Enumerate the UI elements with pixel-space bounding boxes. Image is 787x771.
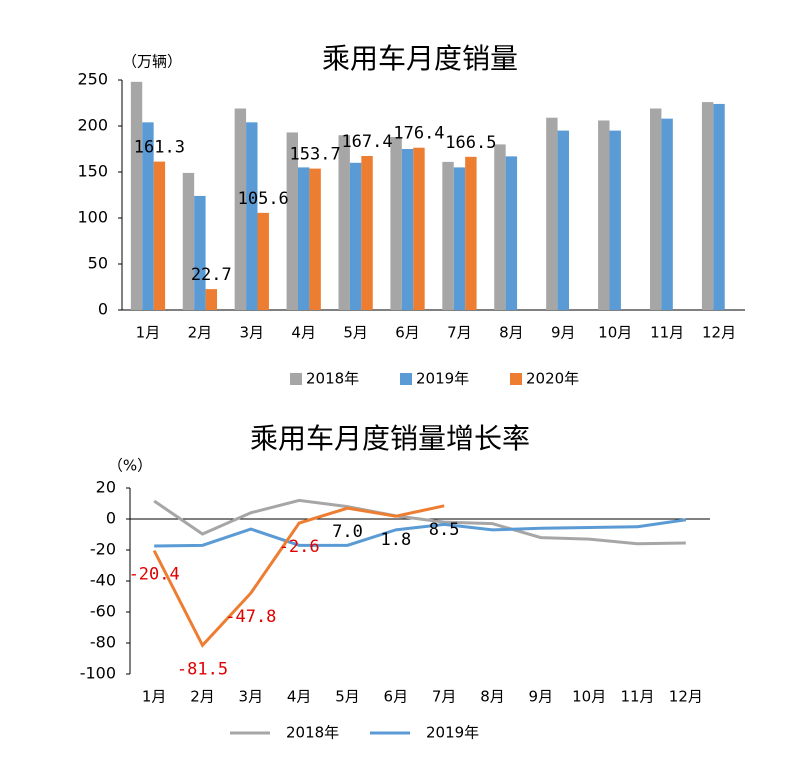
bar bbox=[205, 289, 218, 310]
x-tick-label: 6月 bbox=[384, 688, 409, 706]
chart-title: 乘用车月度销量增长率 bbox=[250, 422, 530, 455]
legend-swatch bbox=[510, 373, 522, 385]
data-label: -81.5 bbox=[177, 659, 228, 679]
legend-label: 2020年 bbox=[526, 370, 579, 388]
data-label: 105.6 bbox=[238, 189, 289, 209]
x-tick-label: 5月 bbox=[343, 324, 368, 342]
legend-label: 2018年 bbox=[286, 724, 339, 742]
data-label: 1.8 bbox=[380, 530, 411, 550]
bar bbox=[361, 155, 373, 310]
bar bbox=[661, 118, 673, 310]
y-tick-label: 20 bbox=[96, 478, 116, 497]
x-tick-label: 3月 bbox=[240, 324, 265, 342]
x-tick-label: 8月 bbox=[499, 324, 524, 342]
data-label: 7.0 bbox=[332, 522, 363, 542]
bar bbox=[453, 167, 466, 310]
bar bbox=[494, 144, 506, 310]
bar bbox=[130, 81, 143, 310]
bar bbox=[257, 212, 269, 310]
x-tick-label: 11月 bbox=[620, 688, 654, 706]
bar bbox=[701, 102, 714, 310]
y-tick-label: 150 bbox=[77, 162, 108, 181]
data-label: 166.5 bbox=[445, 133, 496, 153]
x-tick-label: 5月 bbox=[335, 688, 360, 706]
bar bbox=[297, 167, 310, 310]
bar bbox=[442, 161, 454, 310]
x-tick-label: 7月 bbox=[432, 688, 457, 706]
bar bbox=[286, 132, 298, 310]
data-label: 22.7 bbox=[191, 265, 232, 285]
legend-label: 2019年 bbox=[426, 724, 479, 742]
x-tick-label: 9月 bbox=[551, 324, 576, 342]
data-label: -47.8 bbox=[225, 607, 276, 627]
x-tick-label: 7月 bbox=[447, 324, 472, 342]
bar bbox=[546, 117, 558, 310]
y-axis-label: （万辆） bbox=[122, 53, 182, 71]
bar bbox=[557, 130, 570, 310]
x-tick-label: 2月 bbox=[190, 688, 215, 706]
line-series bbox=[152, 504, 445, 648]
bar bbox=[182, 172, 195, 310]
line-series bbox=[153, 498, 686, 546]
bar bbox=[349, 162, 362, 310]
bar bbox=[153, 161, 166, 310]
bar bbox=[234, 108, 247, 311]
data-label: 167.4 bbox=[341, 132, 392, 152]
bar bbox=[713, 103, 725, 310]
bar bbox=[649, 108, 662, 311]
x-tick-label: 6月 bbox=[395, 324, 420, 342]
y-tick-label: 0 bbox=[98, 300, 108, 319]
y-tick-label: -40 bbox=[90, 571, 116, 590]
x-tick-label: 11月 bbox=[650, 324, 684, 342]
y-tick-label: -60 bbox=[90, 602, 116, 621]
y-tick-label: 100 bbox=[77, 208, 108, 227]
bar bbox=[413, 147, 425, 310]
line-series bbox=[154, 518, 687, 548]
legend-swatch bbox=[400, 373, 412, 385]
bar bbox=[309, 168, 321, 310]
x-tick-label: 4月 bbox=[291, 324, 316, 342]
x-tick-label: 12月 bbox=[702, 324, 736, 342]
bar bbox=[338, 135, 350, 310]
x-tick-label: 1月 bbox=[142, 688, 167, 706]
x-tick-label: 2月 bbox=[188, 324, 213, 342]
bar bbox=[194, 195, 206, 310]
data-label: 153.7 bbox=[290, 145, 341, 165]
data-label: 161.3 bbox=[134, 138, 185, 158]
y-tick-label: -80 bbox=[90, 633, 116, 652]
bar bbox=[142, 122, 154, 310]
legend-label: 2019年 bbox=[416, 370, 469, 388]
legend-swatch bbox=[290, 373, 302, 385]
x-tick-label: 9月 bbox=[529, 688, 554, 706]
data-label: -2.6 bbox=[279, 537, 320, 557]
y-tick-label: 0 bbox=[106, 509, 116, 528]
x-tick-label: 3月 bbox=[239, 688, 264, 706]
bar bbox=[465, 156, 477, 310]
x-tick-label: 1月 bbox=[136, 324, 161, 342]
y-tick-label: 250 bbox=[77, 70, 108, 89]
x-tick-label: 4月 bbox=[287, 688, 312, 706]
x-tick-label: 10月 bbox=[572, 688, 606, 706]
bar bbox=[598, 120, 610, 310]
legend-label: 2018年 bbox=[306, 370, 359, 388]
y-tick-label: -20 bbox=[90, 540, 116, 559]
y-axis-label: （%） bbox=[108, 457, 152, 475]
y-tick-label: -100 bbox=[80, 664, 116, 683]
data-label: 8.5 bbox=[429, 520, 460, 540]
bar bbox=[390, 137, 402, 310]
data-label: -20.4 bbox=[129, 565, 180, 585]
x-tick-label: 8月 bbox=[480, 688, 505, 706]
x-tick-label: 12月 bbox=[669, 688, 703, 706]
bar bbox=[246, 122, 258, 310]
chart-title: 乘用车月度销量 bbox=[322, 42, 518, 75]
x-tick-label: 10月 bbox=[598, 324, 632, 342]
y-tick-label: 50 bbox=[88, 254, 108, 273]
bar bbox=[609, 130, 621, 310]
y-tick-label: 200 bbox=[77, 116, 108, 135]
data-label: 176.4 bbox=[393, 124, 444, 144]
bar bbox=[505, 156, 518, 310]
bar bbox=[401, 149, 414, 310]
